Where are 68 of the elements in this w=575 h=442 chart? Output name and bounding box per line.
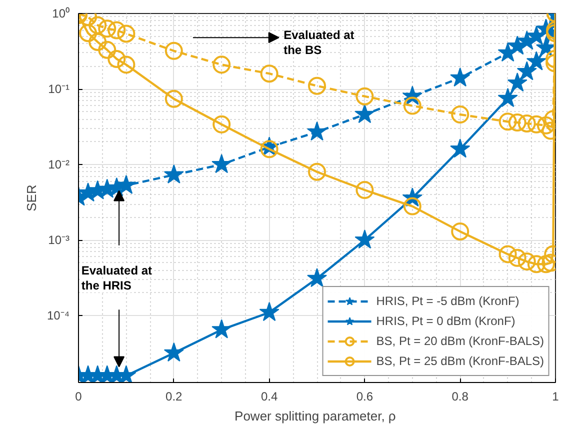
point xyxy=(356,87,374,106)
x-tick-label: 0.6 xyxy=(356,390,374,404)
point xyxy=(88,32,107,51)
point xyxy=(526,51,546,70)
point xyxy=(260,64,278,83)
point xyxy=(508,114,526,132)
point xyxy=(450,138,470,158)
y-axis-title: SER xyxy=(24,184,39,212)
point xyxy=(498,88,518,108)
point xyxy=(356,181,374,199)
point xyxy=(212,56,231,74)
point xyxy=(306,121,328,141)
point xyxy=(212,154,232,174)
point xyxy=(212,319,232,338)
point xyxy=(507,72,528,92)
legend-label: BS, Pt = 20 dBm (KronF-BALS) xyxy=(376,334,544,348)
x-tick-label: 0 xyxy=(75,390,82,404)
point xyxy=(498,112,517,131)
x-tick-label: 0.8 xyxy=(452,390,469,404)
point xyxy=(403,197,422,216)
y-tick-label: 10⁻² xyxy=(48,158,70,172)
annotation: Evaluated at the HRIS xyxy=(81,263,152,292)
legend-label: BS, Pt = 25 dBm (KronF-BALS) xyxy=(376,354,544,368)
point xyxy=(527,115,546,134)
point xyxy=(98,20,116,38)
x-tick-label: 1 xyxy=(552,390,560,404)
point xyxy=(164,90,183,108)
point xyxy=(403,96,422,115)
point xyxy=(518,252,536,270)
point xyxy=(306,268,328,288)
point xyxy=(536,116,555,134)
y-tick-label: 10⁰ xyxy=(52,6,70,20)
point xyxy=(508,248,526,267)
point xyxy=(79,24,98,42)
x-axis-title: Power splitting parameter, ρ xyxy=(234,408,396,424)
point xyxy=(516,61,537,80)
point xyxy=(518,114,536,132)
point xyxy=(116,174,136,194)
x-tick-label: 0.2 xyxy=(166,390,183,404)
y-tick-label: 10⁻¹ xyxy=(48,82,70,96)
point xyxy=(212,115,231,134)
annotation: Evaluated at the BS xyxy=(284,28,354,57)
point xyxy=(354,104,375,124)
point xyxy=(451,106,470,124)
point xyxy=(450,67,470,87)
x-tick-label: 0.4 xyxy=(260,390,278,404)
y-tick-label: 10⁻³ xyxy=(48,233,70,248)
legend-label: HRIS, Pt = 0 dBm (KronF) xyxy=(376,314,516,328)
y-tick-label: 10⁻⁴ xyxy=(46,308,70,323)
point xyxy=(117,56,136,74)
point xyxy=(164,42,183,60)
point xyxy=(117,24,136,43)
point xyxy=(498,245,517,264)
point xyxy=(308,76,326,95)
point xyxy=(108,21,126,40)
point xyxy=(308,162,326,181)
point xyxy=(451,222,470,240)
point xyxy=(527,255,546,274)
legend-label: HRIS, Pt = -5 dBm (KronF) xyxy=(376,294,520,308)
point xyxy=(88,16,107,34)
point xyxy=(260,140,278,158)
point xyxy=(259,302,280,322)
point xyxy=(164,342,184,362)
point xyxy=(98,40,116,59)
point xyxy=(164,164,184,184)
point xyxy=(354,230,375,249)
point xyxy=(536,255,555,274)
point xyxy=(108,50,126,68)
